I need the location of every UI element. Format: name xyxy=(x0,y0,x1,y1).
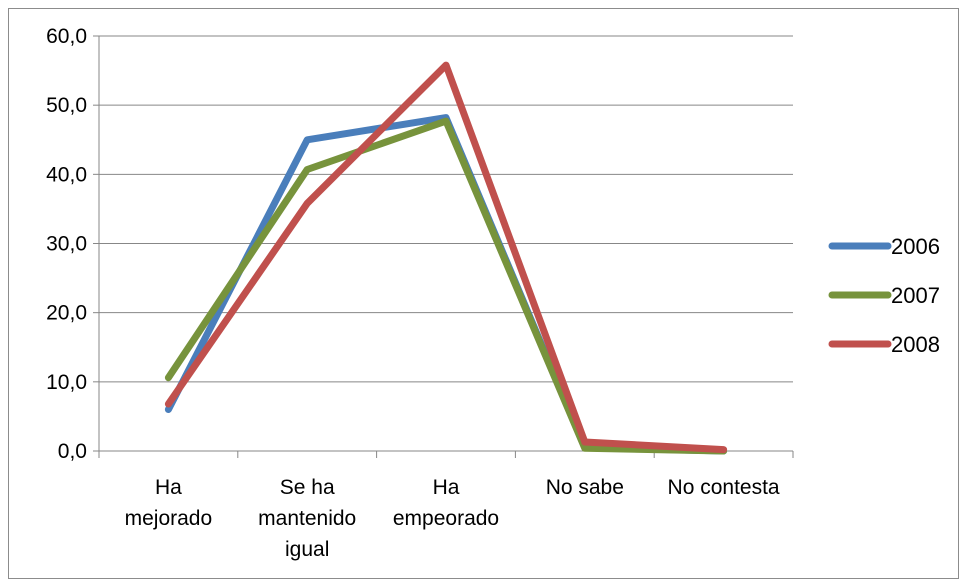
legend: 2006 2007 2008 xyxy=(828,234,940,357)
x-tick-label: No sabe xyxy=(546,476,624,499)
x-tick-label: Se ha mantenido igual xyxy=(258,476,356,561)
x-tick-label: No contesta xyxy=(668,476,780,499)
y-tick-label: 0,0 xyxy=(58,440,87,463)
y-tick-label: 40,0 xyxy=(46,163,87,186)
y-tick-label: 30,0 xyxy=(46,233,87,256)
y-tick-label: 20,0 xyxy=(46,302,87,325)
series-line-2007 xyxy=(164,117,728,455)
y-tick-label: 10,0 xyxy=(46,371,87,394)
series-line-2008 xyxy=(164,61,728,454)
x-tick-label: Ha mejorado xyxy=(125,476,213,530)
chart-frame xyxy=(8,8,959,579)
x-tick-label: Ha empeorado xyxy=(393,476,499,530)
series-lines xyxy=(164,61,728,455)
axes xyxy=(93,35,794,458)
legend-label-2008: 2008 xyxy=(891,332,940,357)
y-tick-label: 60,0 xyxy=(46,25,87,48)
tick-labels: 0,0 10,0 20,0 30,0 40,0 50,0 60,0 Ha mejorado Se … xyxy=(46,25,780,561)
y-tick-label: 50,0 xyxy=(46,94,87,117)
legend-label-2006: 2006 xyxy=(891,234,940,259)
legend-label-2007: 2007 xyxy=(891,283,940,308)
